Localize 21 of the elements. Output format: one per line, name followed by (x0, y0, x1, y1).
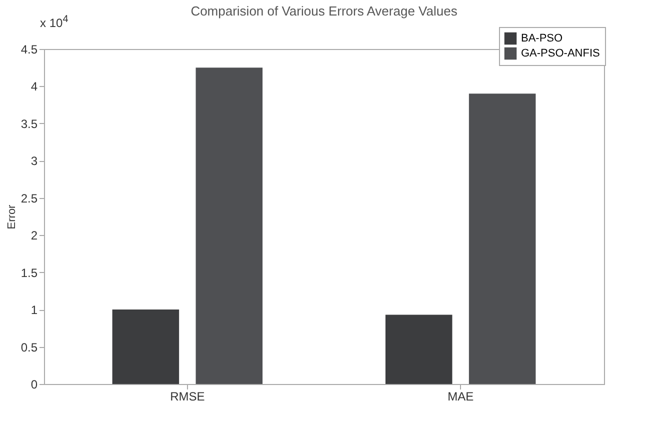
bar (112, 310, 180, 384)
legend-label: GA-PSO-ANFIS (521, 48, 600, 60)
y-tick-label: 2.5 (20, 191, 38, 206)
legend-label: BA-PSO (521, 32, 564, 44)
x-tick-label: MAE (448, 390, 474, 404)
y-tick-label: 3 (30, 154, 38, 168)
y-tick-label: 4 (30, 80, 38, 94)
y-tick-label: 3.5 (20, 116, 38, 131)
y-tick-label: 2 (30, 228, 38, 243)
chart-title: Comparision of Various Errors Average Values (190, 4, 458, 18)
y-tick-label: 1 (30, 303, 38, 318)
bar (468, 94, 536, 384)
bar (196, 68, 263, 384)
y-tick-label: 0 (30, 378, 38, 392)
bar (385, 314, 452, 384)
y-tick-label: 0.5 (20, 340, 38, 354)
y-axis-title: Error (6, 204, 18, 230)
x-tick-label: RMSE (170, 390, 205, 404)
y-tick-label: 1.5 (20, 266, 38, 280)
text: x 10$^{4}$ (40, 14, 68, 30)
y-tick-label: 4.5 (20, 42, 38, 56)
